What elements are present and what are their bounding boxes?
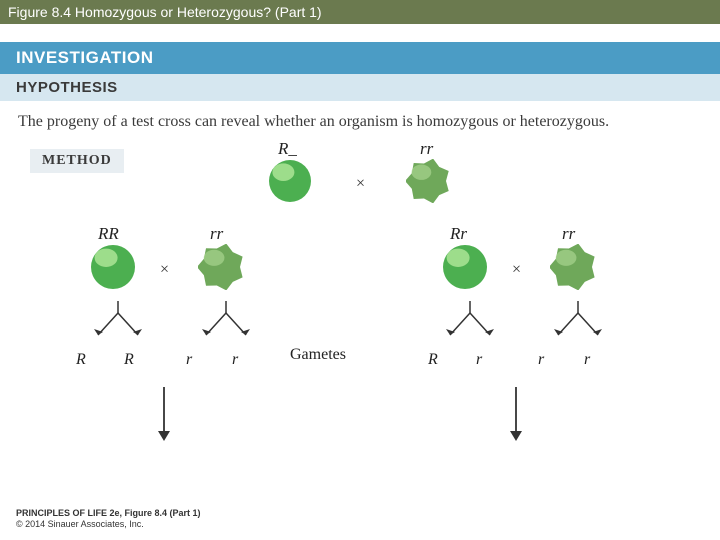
- method-label: METHOD: [30, 149, 124, 173]
- round-pea-icon: [90, 244, 136, 290]
- investigation-bar: INVESTIGATION: [0, 42, 720, 74]
- gamete-split-icon: [548, 299, 608, 347]
- hypothesis-bar: HYPOTHESIS: [0, 74, 720, 101]
- allele-label: R: [76, 351, 86, 369]
- hypothesis-label: HYPOTHESIS: [16, 79, 118, 96]
- gamete-split-icon: [440, 299, 500, 347]
- gamete-split-icon: [196, 299, 256, 347]
- genotype-label: R_: [278, 139, 297, 159]
- allele-label: r: [538, 351, 544, 369]
- wrinkled-pea-icon: [198, 244, 244, 290]
- round-pea-icon: [442, 244, 488, 290]
- allele-label: R: [428, 351, 438, 369]
- allele-label: r: [186, 351, 192, 369]
- content-area: INVESTIGATION HYPOTHESIS The progeny of …: [0, 42, 720, 479]
- footer-line2: © 2014 Sinauer Associates, Inc.: [16, 519, 201, 530]
- footer-line1: PRINCIPLES OF LIFE 2e, Figure 8.4 (Part …: [16, 508, 201, 519]
- figure-footer: PRINCIPLES OF LIFE 2e, Figure 8.4 (Part …: [16, 508, 201, 530]
- hypothesis-text: The progeny of a test cross can reveal w…: [0, 101, 720, 139]
- cross-symbol: ×: [356, 175, 365, 193]
- wrinkled-pea-icon: [406, 159, 450, 203]
- allele-label: r: [476, 351, 482, 369]
- gamete-split-icon: [88, 299, 148, 347]
- allele-label: R: [124, 351, 134, 369]
- figure-title-bar: Figure 8.4 Homozygous or Heterozygous? (…: [0, 0, 720, 24]
- round-pea-icon: [268, 159, 312, 203]
- investigation-label: INVESTIGATION: [16, 48, 153, 67]
- genotype-label: rr: [562, 224, 575, 244]
- genotype-label: RR: [98, 224, 119, 244]
- cross-symbol: ×: [160, 261, 169, 279]
- genotype-label: Rr: [450, 224, 467, 244]
- down-arrow-icon: [508, 387, 524, 441]
- down-arrow-icon: [156, 387, 172, 441]
- genotype-label: rr: [420, 139, 433, 159]
- cross-symbol: ×: [512, 261, 521, 279]
- gametes-label: Gametes: [290, 346, 346, 364]
- wrinkled-pea-icon: [550, 244, 596, 290]
- method-diagram: METHOD R_rr ×RRrr × RRrr Rrrr: [0, 139, 720, 479]
- allele-label: r: [232, 351, 238, 369]
- figure-title: Figure 8.4 Homozygous or Heterozygous? (…: [8, 4, 322, 20]
- allele-label: r: [584, 351, 590, 369]
- genotype-label: rr: [210, 224, 223, 244]
